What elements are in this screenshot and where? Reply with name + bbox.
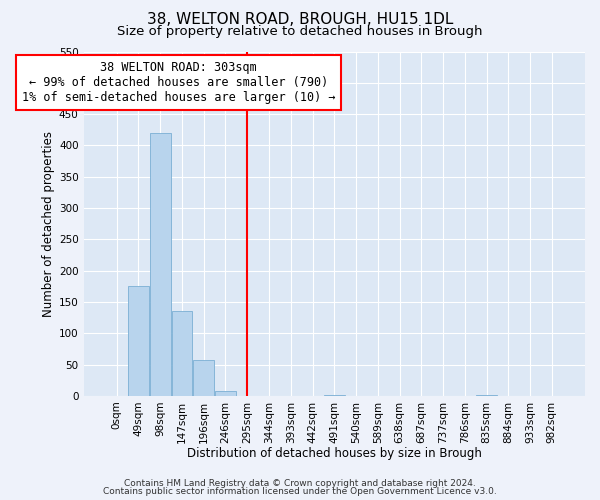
Text: Contains HM Land Registry data © Crown copyright and database right 2024.: Contains HM Land Registry data © Crown c…: [124, 478, 476, 488]
Bar: [476, 394, 497, 396]
Text: 38 WELTON ROAD: 303sqm
← 99% of detached houses are smaller (790)
1% of semi-det: 38 WELTON ROAD: 303sqm ← 99% of detached…: [22, 61, 335, 104]
Bar: [150, 133, 170, 396]
Y-axis label: Number of detached properties: Number of detached properties: [42, 130, 55, 316]
X-axis label: Distribution of detached houses by size in Brough: Distribution of detached houses by size …: [187, 447, 482, 460]
Bar: [193, 360, 214, 396]
Bar: [215, 392, 236, 396]
Text: Contains public sector information licensed under the Open Government Licence v3: Contains public sector information licen…: [103, 487, 497, 496]
Bar: [128, 286, 149, 396]
Bar: [324, 394, 344, 396]
Bar: [172, 312, 192, 396]
Text: Size of property relative to detached houses in Brough: Size of property relative to detached ho…: [117, 25, 483, 38]
Text: 38, WELTON ROAD, BROUGH, HU15 1DL: 38, WELTON ROAD, BROUGH, HU15 1DL: [147, 12, 453, 28]
